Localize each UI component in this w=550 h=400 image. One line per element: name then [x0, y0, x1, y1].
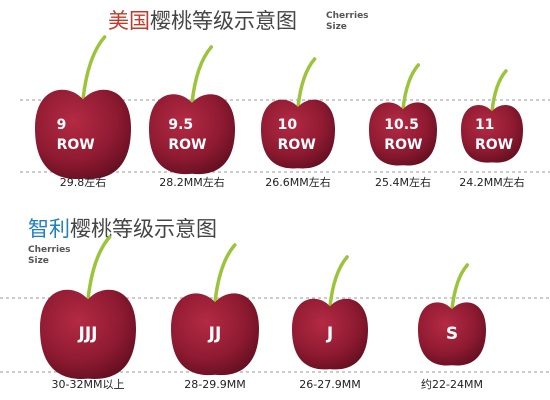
cherry: [40, 289, 136, 379]
grade-label: JJ: [208, 324, 222, 344]
cherry-stem: [190, 45, 214, 105]
size-text: 30-32MM以上: [52, 378, 125, 391]
grade-label: 9.5: [168, 117, 193, 133]
size-text: 26-27.9MM: [299, 378, 360, 391]
grade-label: 11: [475, 117, 494, 133]
cherry-stem: [213, 243, 237, 304]
size-text: 24.2MM左右: [459, 175, 524, 189]
grade-label: ROW: [278, 137, 316, 153]
cherry: [261, 99, 335, 169]
cherry: [171, 293, 259, 376]
us-title: 美国樱桃等级示意图: [108, 9, 297, 33]
cherry: [35, 89, 131, 179]
cherry-stem: [296, 57, 317, 109]
cherry-stem: [490, 69, 508, 114]
cherry-stem: [401, 63, 421, 111]
us-title-rest: 樱桃等级示意图: [150, 9, 297, 33]
grade-label: ROW: [57, 137, 95, 153]
cherry: [369, 102, 437, 166]
grade-label: S: [446, 324, 458, 344]
cherry: [149, 94, 235, 175]
size-label: Size: [326, 22, 347, 32]
cherry: [461, 105, 523, 163]
size-text: 26.6MM左右: [265, 175, 330, 189]
chile-country: 智利: [28, 217, 70, 241]
cherry: [292, 298, 368, 370]
grade-label: 10.5: [384, 117, 419, 133]
us-country: 美国: [108, 9, 150, 33]
size-text: 25.4M左右: [375, 175, 431, 189]
size-label: Size: [28, 256, 49, 266]
size-label: Cherries: [28, 245, 71, 255]
grade-label: J: [326, 324, 333, 344]
size-text: 29.8左右: [60, 175, 107, 189]
chile-title: 智利樱桃等级示意图: [28, 217, 217, 241]
size-text: 约22-24MM: [421, 378, 483, 391]
cherry: [418, 302, 486, 366]
grade-label: JJJ: [78, 324, 98, 344]
cherries: 9 ROW 29.8左右 9.5 ROW 28.2MM左右 10 ROW 26.6MM左右 10.…: [35, 35, 525, 391]
cherry-stem: [450, 263, 470, 311]
size-text: 28.2MM左右: [159, 175, 224, 189]
grade-label: 9: [57, 117, 67, 133]
size-text: 28-29.9MM: [184, 378, 245, 391]
cherry-stem: [86, 235, 112, 302]
cherry-stem: [81, 35, 107, 102]
grade-label: ROW: [384, 137, 422, 153]
grade-label: ROW: [475, 137, 513, 153]
grade-label: 10: [278, 117, 298, 133]
grade-label: ROW: [168, 137, 206, 153]
cherry-stem: [328, 255, 349, 309]
size-label: Cherries: [326, 11, 369, 21]
chile-title-rest: 樱桃等级示意图: [70, 217, 217, 241]
